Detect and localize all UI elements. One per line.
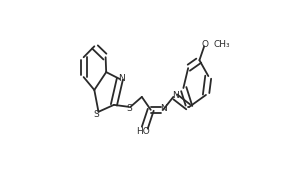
Text: N: N bbox=[160, 104, 166, 113]
Text: N: N bbox=[172, 91, 178, 100]
Text: S: S bbox=[126, 104, 131, 113]
Text: CH₃: CH₃ bbox=[213, 40, 230, 49]
Text: O: O bbox=[201, 40, 209, 49]
Text: S: S bbox=[94, 110, 99, 119]
Text: HO: HO bbox=[136, 127, 150, 136]
Text: N: N bbox=[118, 74, 125, 83]
